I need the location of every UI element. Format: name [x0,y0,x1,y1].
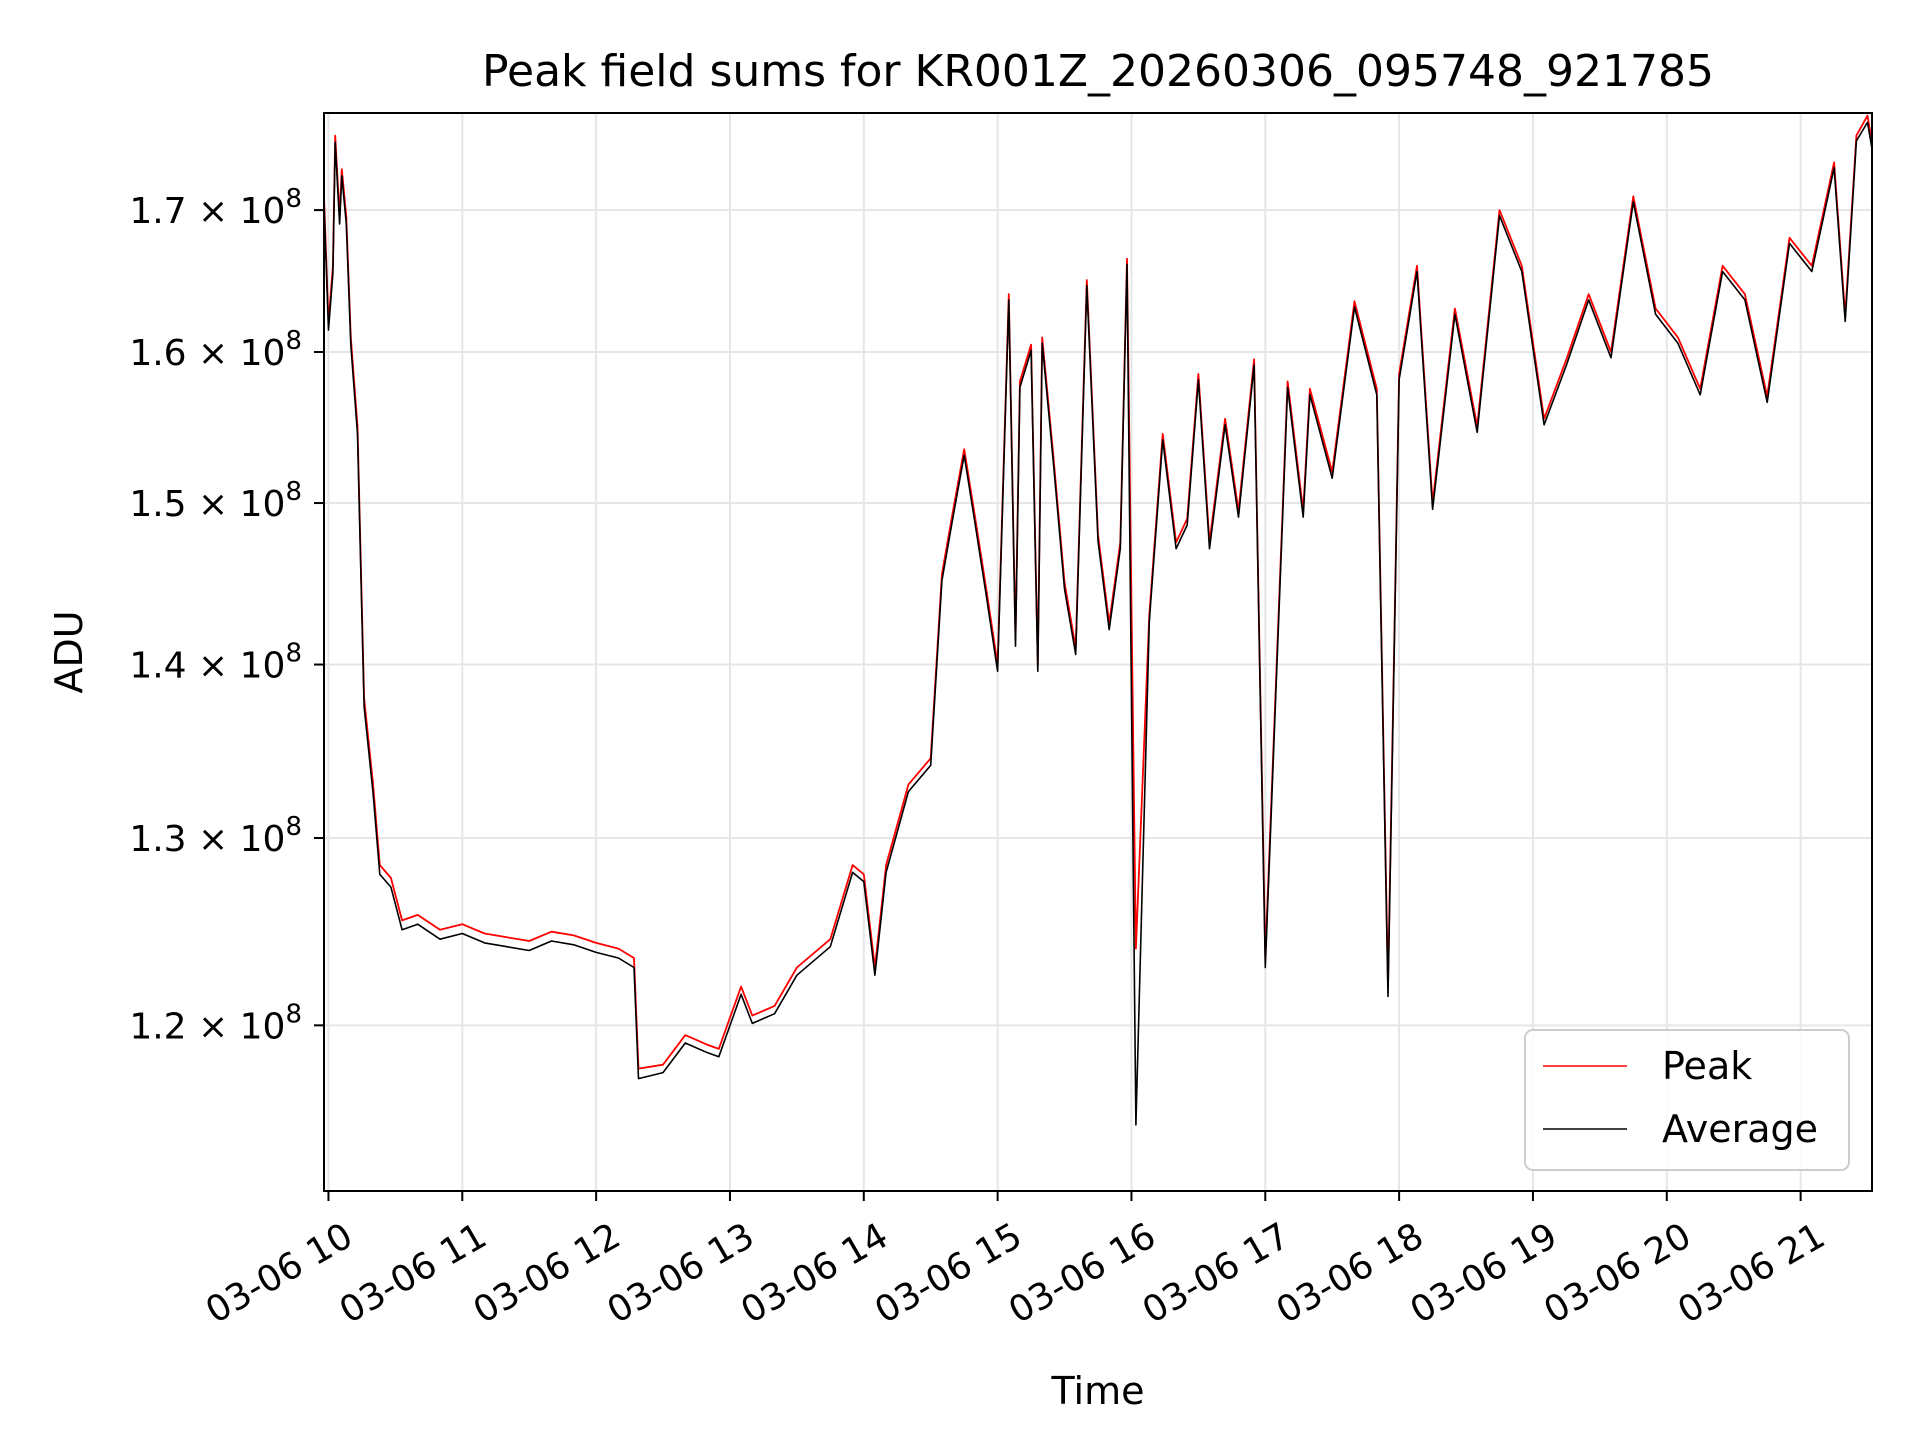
legend-label-peak: Peak [1662,1044,1752,1088]
y-tick-exponent: 8 [285,812,302,842]
y-tick-mantissa: 1.7 [129,191,186,232]
y-tick-mantissa: 1.2 [129,1006,186,1047]
y-tick-exponent: 8 [285,999,302,1029]
legend-box [1524,1029,1850,1171]
y-tick-mantissa: 1.6 [129,333,186,374]
y-tick-label: 1.5 × 108 [129,477,302,525]
y-tick-mantissa: 1.3 [129,819,186,860]
legend-label-average: Average [1662,1107,1818,1151]
y-tick-base: 10 [240,1006,286,1047]
y-tick-exponent: 8 [285,639,302,669]
y-tick-base: 10 [240,819,286,860]
y-tick-base: 10 [240,333,286,374]
y-tick-exponent: 8 [285,184,302,214]
y-tick-exponent: 8 [285,477,302,507]
y-tick-label: 1.6 × 108 [129,326,302,374]
y-tick-mantissa: 1.5 [129,484,186,525]
legend: Peak Average [1524,1029,1850,1171]
y-axis-ticks: 1.2 × 108 1.3 × 108 1.4 × 108 1.5 × 108 1.6 … [129,184,324,1047]
y-tick-label: 1.2 × 108 [129,999,302,1047]
y-tick-exponent: 8 [285,326,302,356]
y-tick-mantissa: 1.4 [129,646,186,687]
plot-frame [323,112,1873,1192]
y-tick-label: 1.7 × 108 [129,184,302,232]
y-tick-base: 10 [240,484,286,525]
grid [324,113,1872,1191]
chart-title: Peak field sums for KR001Z_20260306_0957… [482,46,1714,97]
y-tick-label: 1.3 × 108 [129,812,302,860]
y-tick-label: 1.4 × 108 [129,639,302,687]
x-axis-label: Time [1051,1369,1145,1413]
y-axis-label: ADU [47,610,91,693]
y-tick-base: 10 [240,646,286,687]
y-tick-base: 10 [240,191,286,232]
plot-lines [324,114,1872,1126]
series-line-average [324,121,1872,1126]
